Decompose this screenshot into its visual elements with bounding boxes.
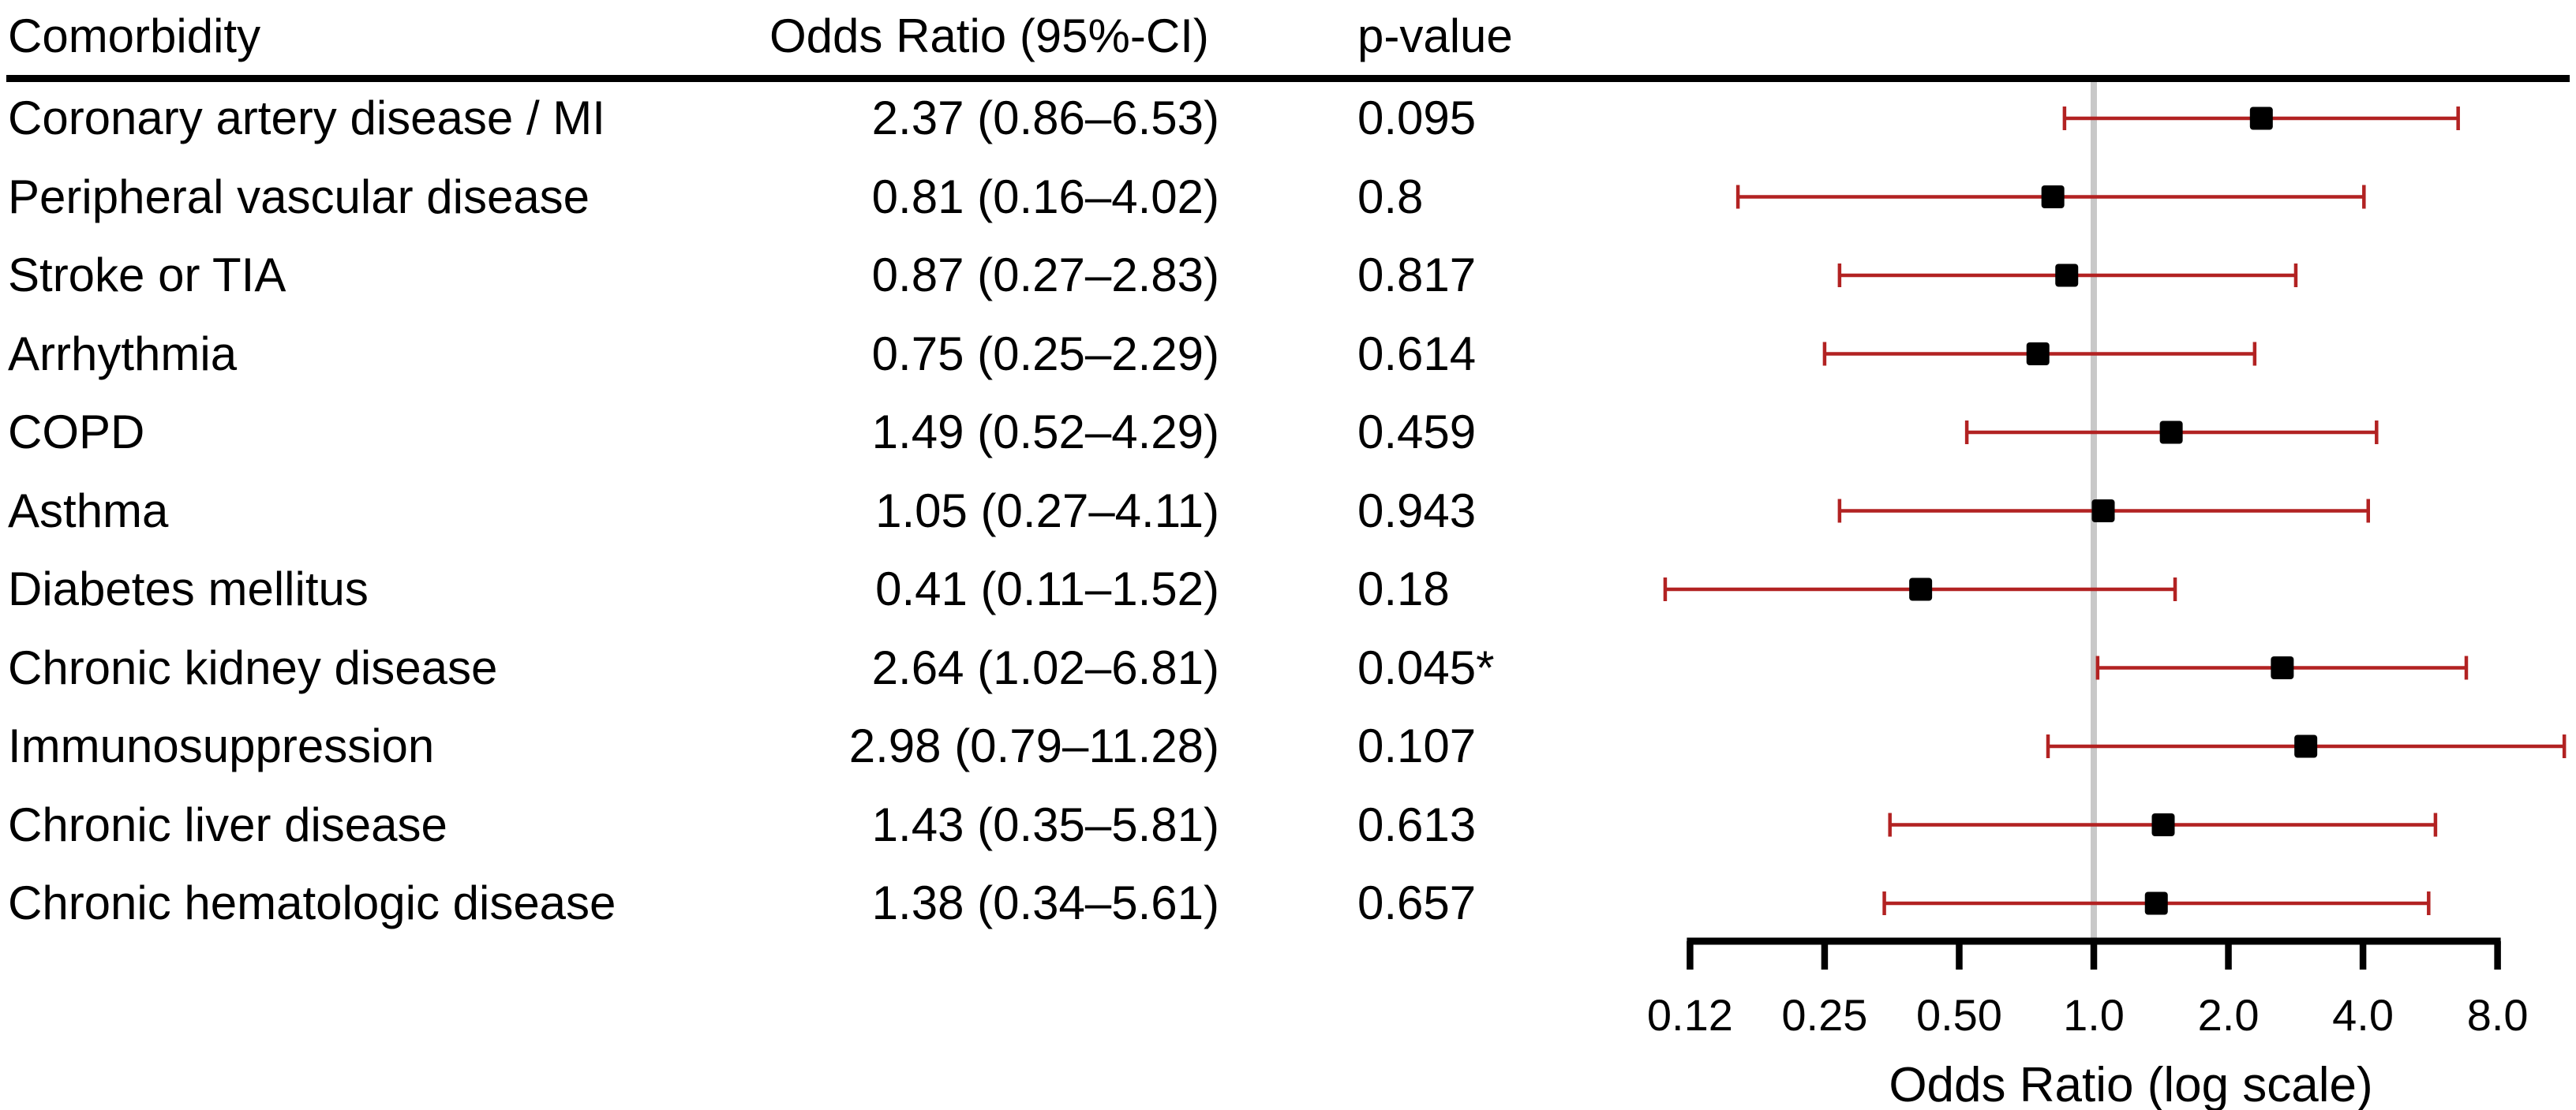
x-tick-label: 8.0	[2467, 990, 2529, 1040]
row-p-value: 0.8	[1357, 170, 1424, 223]
row-label: Chronic kidney disease	[8, 641, 498, 694]
column-header-odds-ratio: Odds Ratio (95%-CI)	[769, 9, 1209, 62]
row-label: Coronary artery disease / MI	[8, 92, 605, 144]
row-or-ci-value: 0.75 (0.25–2.29)	[871, 327, 1219, 380]
or-marker	[2249, 107, 2273, 130]
row-or-ci-value: 1.05 (0.27–4.11)	[875, 484, 1219, 537]
x-tick-label: 0.25	[1781, 990, 1867, 1040]
row-or-ci-value: 2.37 (0.86–6.53)	[871, 92, 1219, 144]
header-rule	[6, 75, 2570, 82]
or-marker	[2151, 813, 2175, 836]
column-header-comorbidity: Comorbidity	[8, 9, 261, 62]
or-marker	[2055, 263, 2079, 287]
row-p-value: 0.614	[1357, 327, 1477, 380]
row-p-value: 0.095	[1357, 92, 1477, 144]
row-or-ci-value: 2.64 (1.02–6.81)	[871, 641, 1219, 694]
row-label: Asthma	[8, 484, 169, 537]
x-axis-title: Odds Ratio (log scale)	[1889, 1058, 2372, 1110]
row-label: Diabetes mellitus	[8, 562, 369, 615]
column-header-p-value: p-value	[1357, 9, 1513, 62]
row-or-ci-value: 1.43 (0.35–5.81)	[871, 798, 1219, 851]
row-label: Peripheral vascular disease	[8, 170, 590, 223]
row-p-value: 0.817	[1357, 249, 1477, 301]
x-tick-label: 4.0	[2332, 990, 2394, 1040]
or-marker	[2041, 185, 2065, 208]
x-tick-label: 2.0	[2198, 990, 2260, 1040]
row-p-value: 0.107	[1357, 719, 1477, 772]
or-marker	[2271, 656, 2294, 679]
row-p-value: 0.18	[1357, 562, 1450, 615]
row-p-value: 0.943	[1357, 484, 1477, 537]
row-or-ci-value: 0.41 (0.11–1.52)	[875, 562, 1219, 615]
row-p-value: 0.657	[1357, 876, 1477, 929]
or-marker	[2091, 499, 2115, 522]
or-marker	[2294, 734, 2318, 758]
or-marker	[1909, 577, 1933, 601]
row-p-value: 0.045*	[1357, 641, 1495, 694]
row-label: Arrhythmia	[8, 327, 238, 380]
row-label: Chronic liver disease	[8, 798, 447, 851]
row-or-ci-value: 0.87 (0.27–2.83)	[871, 249, 1219, 301]
or-marker	[2159, 420, 2183, 444]
row-label: Immunosuppression	[8, 719, 435, 772]
row-label: Stroke or TIA	[8, 249, 286, 301]
x-tick-label: 0.12	[1647, 990, 1733, 1040]
or-marker	[2144, 891, 2168, 915]
row-p-value: 0.459	[1357, 406, 1477, 458]
row-label: COPD	[8, 406, 145, 458]
row-or-ci-value: 2.98 (0.79–11.28)	[848, 719, 1219, 772]
x-tick-label: 0.50	[1916, 990, 2002, 1040]
row-p-value: 0.613	[1357, 798, 1477, 851]
x-tick-label: 1.0	[2063, 990, 2125, 1040]
or-marker	[2026, 342, 2050, 365]
row-or-ci-value: 1.49 (0.52–4.29)	[871, 406, 1219, 458]
row-label: Chronic hematologic disease	[8, 876, 616, 929]
row-or-ci-value: 0.81 (0.16–4.02)	[871, 170, 1219, 223]
row-or-ci-value: 1.38 (0.34–5.61)	[871, 876, 1219, 929]
